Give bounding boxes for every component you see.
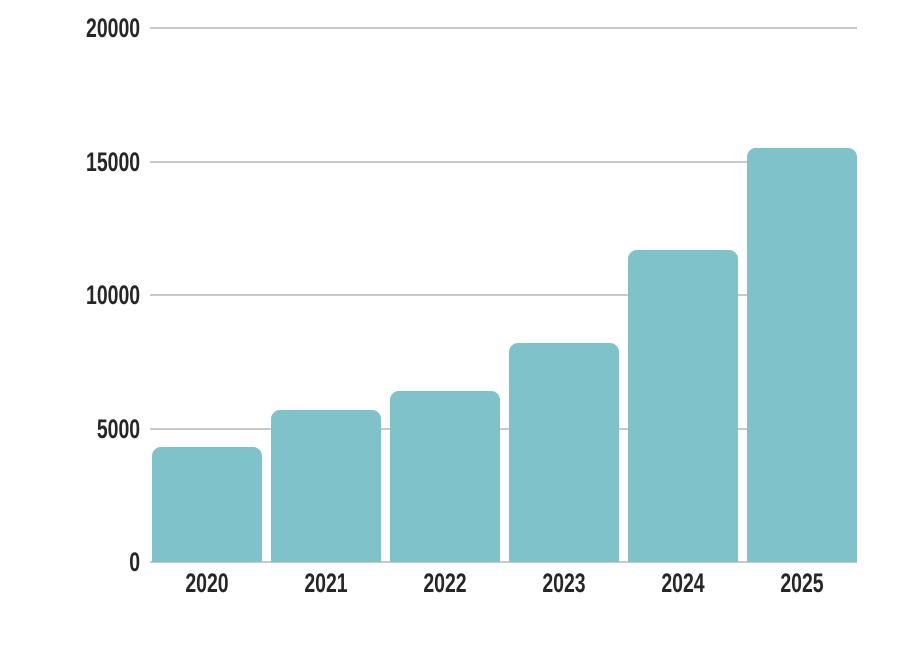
x-axis-tick-label-2024: 2024 bbox=[661, 568, 705, 598]
bar-2021 bbox=[271, 409, 381, 562]
x-axis-tick-label-2022: 2022 bbox=[423, 568, 467, 598]
bar-2020 bbox=[152, 447, 262, 562]
gridline-5000 bbox=[150, 427, 857, 430]
x-axis-tick-label-2021: 2021 bbox=[304, 568, 348, 598]
x-axis-tick-label-2020: 2020 bbox=[185, 568, 229, 598]
y-axis-tick-label-20000: 20000 bbox=[85, 13, 140, 43]
gridline-15000 bbox=[150, 160, 857, 163]
gridline-0 bbox=[150, 561, 857, 563]
y-axis-tick-label-15000: 15000 bbox=[85, 146, 140, 177]
bar-2023 bbox=[509, 343, 619, 562]
x-axis-tick-label-2025: 2025 bbox=[780, 568, 824, 598]
x-axis-tick-label-2023: 2023 bbox=[542, 568, 586, 598]
y-axis-tick-label-0: 0 bbox=[129, 547, 140, 577]
gridline-20000 bbox=[150, 27, 857, 29]
bar-2025 bbox=[747, 148, 857, 562]
bar-2024 bbox=[628, 249, 738, 562]
gridline-10000 bbox=[150, 294, 857, 296]
bar-2022 bbox=[390, 391, 500, 562]
y-axis-tick-label-10000: 10000 bbox=[85, 280, 140, 310]
y-axis-tick-label-5000: 5000 bbox=[96, 413, 140, 444]
